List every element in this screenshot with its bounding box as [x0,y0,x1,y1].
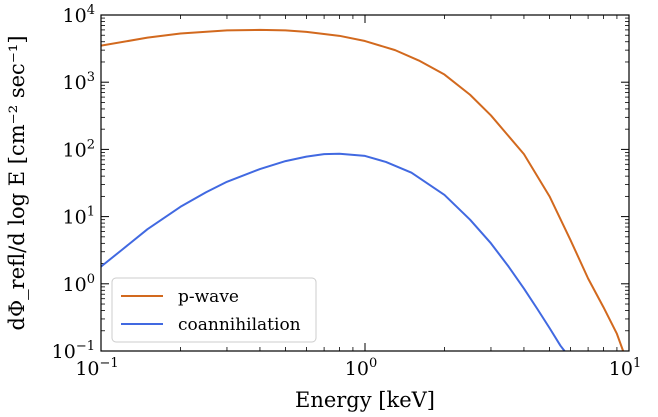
y-tick-label: 100 [63,272,95,296]
y-axis-label: dΦ_refl/d log E [cm⁻² sec⁻¹] [5,35,29,330]
y-tick-label: 104 [63,3,95,27]
x-tick-label: 101 [609,356,641,380]
x-tick-labels: 10−1 100 101 [75,356,641,380]
legend-label-p-wave: p-wave [178,287,239,307]
x-tick-label: 10−1 [75,356,118,380]
legend-label-coannihilation: coannihilation [178,315,301,335]
y-tick-label: 102 [63,137,95,161]
x-tick-label: 100 [345,356,377,380]
x-axis-label: Energy [keV] [295,388,435,412]
y-tick-label: 101 [63,205,95,229]
legend: p-wave coannihilation [112,278,316,342]
y-tick-label: 103 [63,70,95,94]
